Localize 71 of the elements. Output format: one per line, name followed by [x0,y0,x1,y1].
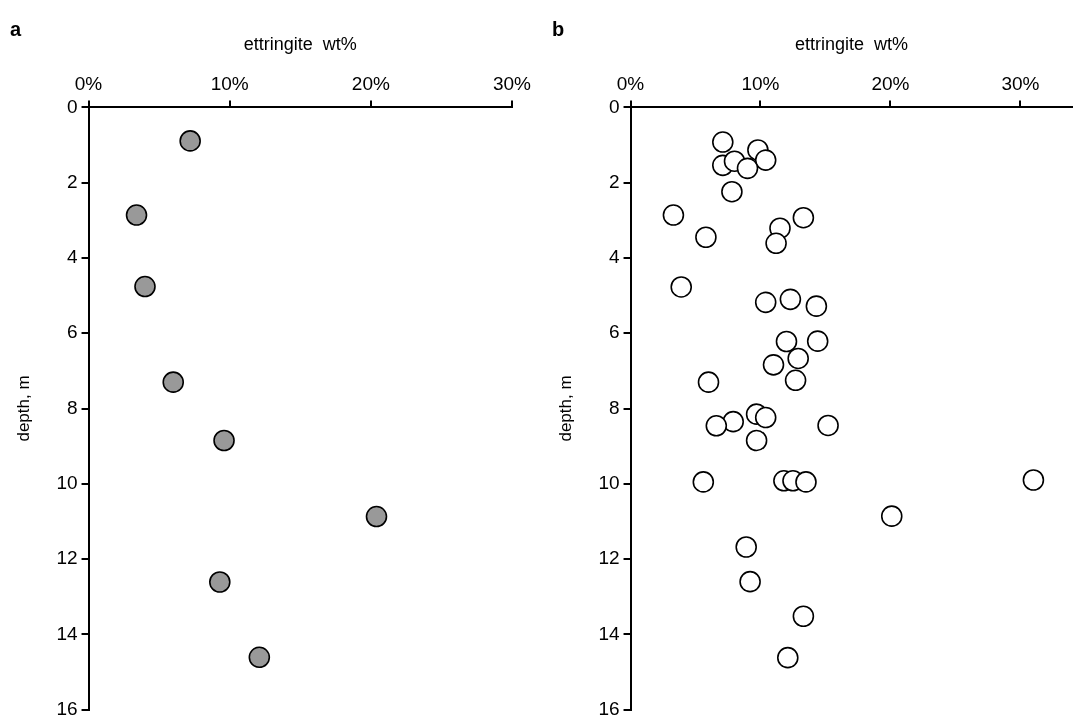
point [745,429,768,452]
point [792,206,815,229]
x-tick-label: 20% [351,73,390,95]
point [805,295,828,317]
y-tick-label: 0 [608,95,620,117]
point [880,505,903,527]
y-tick-label: 12 [56,547,78,569]
y-axis-title: depth, m [13,375,33,442]
x-tick-label: 30% [1001,73,1040,95]
point [787,347,809,370]
point [662,204,685,226]
point [134,275,156,298]
y-tick-label: 14 [56,622,78,644]
chart-title: b [552,17,565,40]
y-tick-label: 16 [56,697,78,719]
point [179,130,201,152]
point [705,415,728,437]
point [722,410,744,433]
point [817,414,839,437]
y-tick-label: 16 [598,697,620,719]
x-tick-label: 10% [741,73,780,95]
y-tick-label: 10 [598,472,620,494]
x-axis-title: ettringite wt% [243,33,357,54]
x-tick-label: 10% [210,73,249,95]
x-tick-label: 30% [492,73,532,95]
point [125,204,148,226]
x-tick-label: 0% [74,73,103,95]
point [692,471,715,493]
y-tick-label: 4 [608,246,620,268]
point [213,429,235,452]
point [209,571,231,593]
point [365,505,388,528]
y-tick-label: 2 [608,170,620,192]
y-tick-label: 14 [598,622,620,644]
point [762,354,785,376]
point [739,570,761,593]
point [784,369,807,392]
y-tick-label: 4 [66,246,78,268]
chart-title: a [10,17,22,40]
point [162,371,185,393]
point [754,406,777,429]
y-tick-label: 12 [598,547,620,569]
point [775,330,798,353]
x-axis-title: ettringite wt% [794,33,908,54]
y-tick-label: 8 [608,396,620,418]
point [736,157,759,180]
point [754,291,777,314]
point [721,180,743,203]
point [1022,469,1045,491]
point [779,288,802,311]
y-tick-label: 10 [56,472,78,494]
point [806,330,829,352]
point [735,536,757,558]
y-tick-label: 6 [66,321,78,343]
point [776,646,799,669]
y-tick-label: 6 [608,321,620,343]
point [795,471,817,493]
y-tick-label: 8 [66,396,78,418]
y-tick-label: 0 [66,95,78,117]
y-axis-title: depth, m [555,375,575,442]
point [765,232,787,255]
point [754,149,777,171]
point [670,276,693,298]
point [695,226,717,249]
y-tick-label: 2 [66,170,78,192]
point [697,371,720,393]
x-tick-label: 0% [616,73,645,95]
point [712,131,734,153]
point [792,605,815,628]
x-tick-label: 20% [871,73,910,95]
point [248,646,271,669]
